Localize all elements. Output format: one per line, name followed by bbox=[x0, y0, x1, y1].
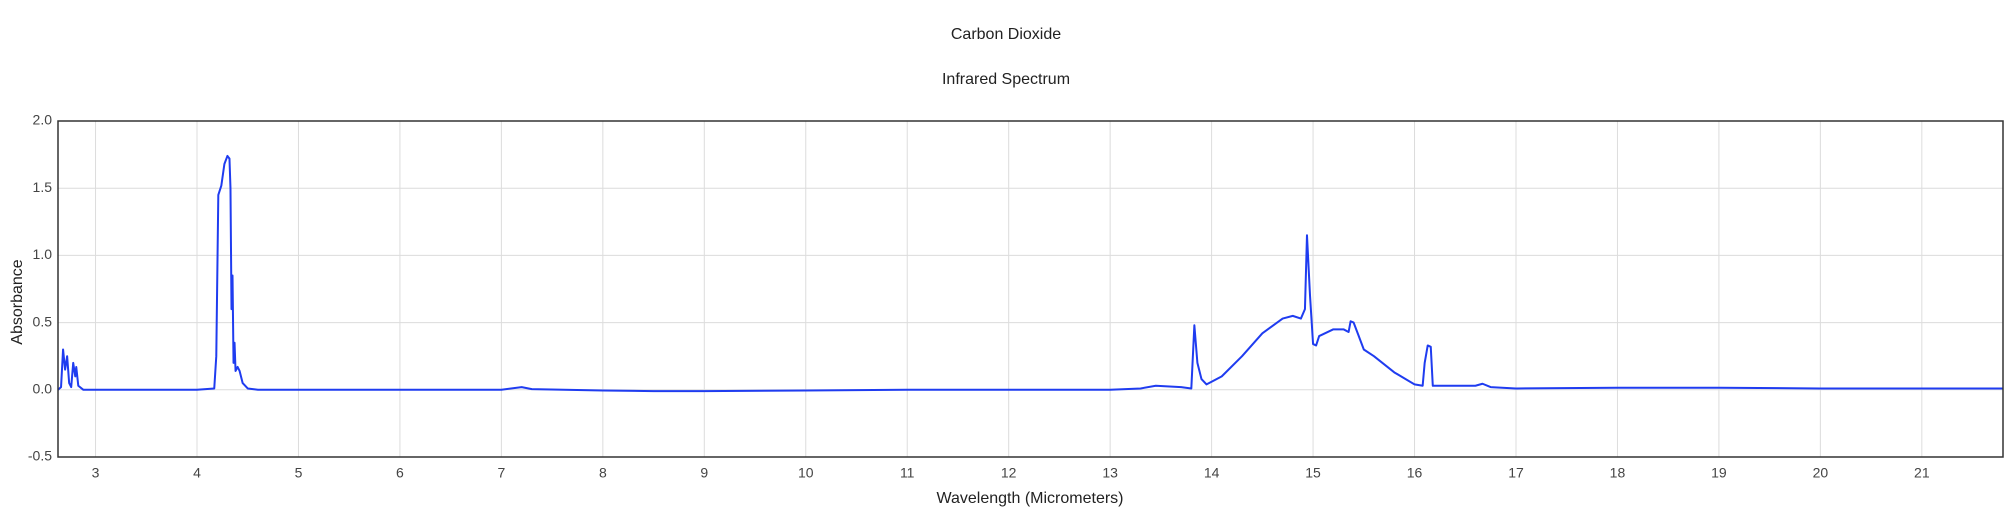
y-tick-label: 0.0 bbox=[33, 381, 53, 397]
y-tick-label: -0.5 bbox=[28, 448, 52, 464]
chart-subtitle: Infrared Spectrum bbox=[942, 71, 1070, 88]
y-tick-label: 0.5 bbox=[33, 313, 53, 329]
x-tick-label: 4 bbox=[193, 465, 201, 481]
x-tick-label: 20 bbox=[1813, 465, 1829, 481]
x-tick-label: 19 bbox=[1711, 465, 1727, 481]
x-tick-label: 14 bbox=[1204, 465, 1220, 481]
x-tick-label: 9 bbox=[700, 465, 708, 481]
y-tick-label: 2.0 bbox=[33, 112, 53, 128]
spectrum-line bbox=[57, 154, 2003, 393]
y-tick-label: 1.5 bbox=[33, 179, 53, 195]
x-tick-label: 13 bbox=[1102, 465, 1118, 481]
x-tick-label: 21 bbox=[1914, 465, 1930, 481]
x-tick-label: 12 bbox=[1001, 465, 1017, 481]
y-axis-label: Absorbance bbox=[9, 259, 26, 344]
x-tick-label: 5 bbox=[295, 465, 303, 481]
x-tick-label: 7 bbox=[497, 465, 505, 481]
x-tick-label: 10 bbox=[798, 465, 814, 481]
x-tick-label: 11 bbox=[900, 465, 915, 481]
y-tick-label: 1.0 bbox=[33, 246, 53, 262]
x-tick-label: 17 bbox=[1508, 465, 1524, 481]
x-tick-label: 18 bbox=[1610, 465, 1626, 481]
plot-frame bbox=[57, 120, 2004, 458]
chart-title: Carbon Dioxide bbox=[951, 26, 1061, 43]
x-tick-label: 15 bbox=[1305, 465, 1321, 481]
plot bbox=[57, 154, 2003, 393]
x-tick-label: 8 bbox=[599, 465, 607, 481]
x-axis-label: Wavelength (Micrometers) bbox=[936, 490, 1123, 507]
x-tick-label: 16 bbox=[1407, 465, 1423, 481]
x-tick-label: 6 bbox=[396, 465, 404, 481]
x-tick-label: 3 bbox=[92, 465, 100, 481]
